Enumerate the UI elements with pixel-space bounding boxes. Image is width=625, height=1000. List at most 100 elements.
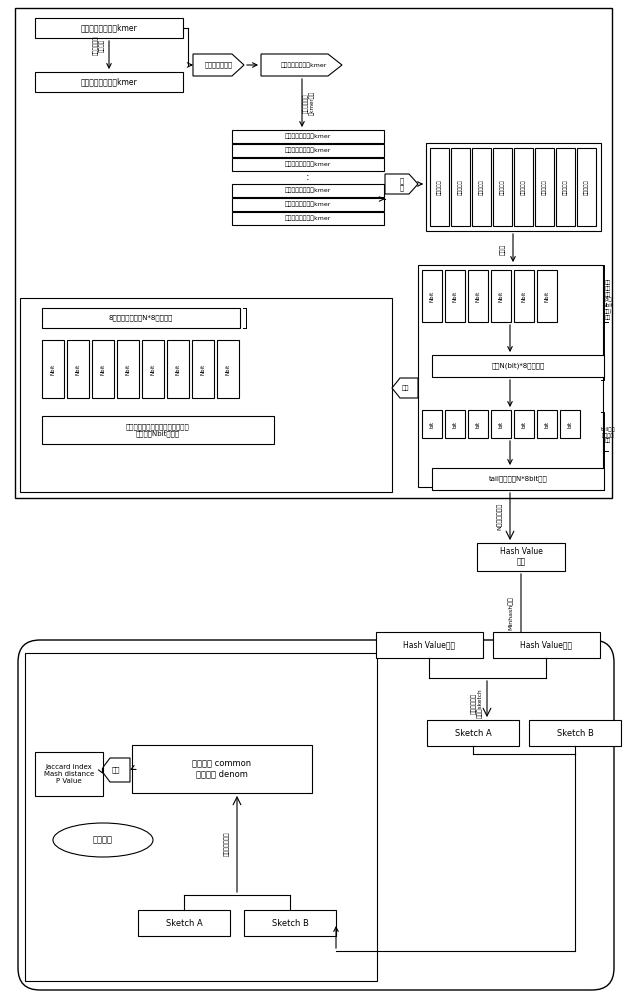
Text: 整数字符值: 整数字符值 [500,179,505,195]
Text: Sketch A: Sketch A [454,728,491,738]
Text: Nbit: Nbit [499,290,504,302]
FancyBboxPatch shape [42,308,240,328]
Text: bit: bit [452,420,458,428]
FancyBboxPatch shape [432,468,604,490]
Text: 整体字符值较小的kmer: 整体字符值较小的kmer [285,162,331,167]
Text: 比较结果手工集: 比较结果手工集 [224,832,230,856]
Text: Nbit: Nbit [176,363,181,375]
Text: 整数字符值: 整数字符值 [563,179,568,195]
FancyBboxPatch shape [35,752,103,796]
Text: Sketch A: Sketch A [166,918,202,928]
Text: 整体字符值较小的kmer: 整体字符值较小的kmer [281,62,328,68]
Text: Nbit: Nbit [76,363,81,375]
FancyBboxPatch shape [244,910,336,936]
FancyBboxPatch shape [232,158,384,171]
FancyBboxPatch shape [472,148,491,226]
Text: 二进制编码比较: 二进制编码比较 [205,62,232,68]
FancyBboxPatch shape [25,653,377,981]
FancyBboxPatch shape [18,640,614,990]
FancyBboxPatch shape [514,148,533,226]
Text: Nbit: Nbit [51,363,56,375]
FancyBboxPatch shape [422,410,442,438]
Text: :: : [306,172,310,182]
FancyBboxPatch shape [376,632,483,658]
FancyBboxPatch shape [20,298,392,492]
Text: tail部分
矢向量化
处理: tail部分 矢向量化 处理 [601,427,615,443]
FancyBboxPatch shape [138,910,230,936]
Text: bit: bit [521,420,526,428]
FancyBboxPatch shape [418,265,603,487]
Text: 整数字符值: 整数字符值 [479,179,484,195]
Text: bit: bit [544,420,549,428]
FancyBboxPatch shape [432,355,604,377]
FancyBboxPatch shape [117,340,139,398]
FancyBboxPatch shape [493,632,600,658]
Text: N次循环后合并: N次循环后合并 [498,502,502,530]
Text: Nbit: Nbit [476,290,481,302]
FancyBboxPatch shape [142,340,164,398]
Text: Nbit: Nbit [226,363,231,375]
Text: Nbit: Nbit [201,363,206,375]
Polygon shape [101,758,130,782]
Text: bit: bit [476,420,481,428]
FancyBboxPatch shape [535,148,554,226]
Text: 交集大小 common
并集大小 denom: 交集大小 common 并集大小 denom [192,759,251,779]
FancyBboxPatch shape [445,270,465,322]
FancyBboxPatch shape [556,148,575,226]
Text: 整数字符值: 整数字符值 [584,179,589,195]
Text: 整数字符值: 整数字符值 [458,179,463,195]
Text: Nbit: Nbit [452,290,458,302]
FancyBboxPatch shape [451,148,470,226]
FancyBboxPatch shape [468,410,488,438]
FancyBboxPatch shape [514,410,534,438]
FancyBboxPatch shape [232,198,384,211]
Text: Nbit: Nbit [521,290,526,302]
Text: tail部分组成N*8bit向量: tail部分组成N*8bit向量 [489,476,548,482]
Text: 使用导入参数
初始化sketch: 使用导入参数 初始化sketch [471,688,483,718]
FancyBboxPatch shape [430,148,449,226]
Text: 输出: 输出 [402,385,409,391]
Text: 计算: 计算 [112,767,121,773]
Polygon shape [193,54,244,76]
Ellipse shape [53,823,153,857]
Text: 整体字符值较小的kmer: 整体字符值较小的kmer [285,202,331,207]
Polygon shape [261,54,342,76]
Text: Nbit: Nbit [126,363,131,375]
Text: 组成N(bit)*8位的向量: 组成N(bit)*8位的向量 [491,363,544,369]
Text: 整体字符值较小的kmer: 整体字符值较小的kmer [285,148,331,153]
FancyBboxPatch shape [493,148,512,226]
FancyBboxPatch shape [468,270,488,322]
Text: bit: bit [499,420,504,428]
Text: 整数字符值: 整数字符值 [437,179,442,195]
FancyBboxPatch shape [167,340,189,398]
Text: 向量化算法一次性计算八个数据，
获得各个Nbit哈希值: 向量化算法一次性计算八个数据， 获得各个Nbit哈希值 [126,423,190,437]
Polygon shape [392,378,418,398]
FancyBboxPatch shape [67,340,89,398]
Text: Nbit: Nbit [151,363,156,375]
Text: Jaccard index
Mash distance
P Value: Jaccard index Mash distance P Value [44,764,94,784]
Text: Minhash处理: Minhash处理 [508,596,514,630]
FancyBboxPatch shape [92,340,114,398]
Text: 矩
阵: 矩 阵 [399,177,403,191]
Text: Hash Value列表: Hash Value列表 [404,641,456,650]
Text: 对应反向互补
链的生成: 对应反向互补 链的生成 [93,35,105,55]
Text: Nbit: Nbit [429,290,434,302]
FancyBboxPatch shape [232,130,384,143]
Text: 滑动窗口得到一个kmer: 滑动窗口得到一个kmer [81,23,138,32]
Text: Hash Value
列表: Hash Value 列表 [499,547,542,567]
Text: Sketch B: Sketch B [271,918,309,928]
FancyBboxPatch shape [491,410,511,438]
Text: Nbit: Nbit [101,363,106,375]
Text: bit: bit [568,420,572,428]
FancyBboxPatch shape [560,410,580,438]
Text: Nbit: Nbit [544,290,549,302]
FancyBboxPatch shape [15,8,612,498]
FancyBboxPatch shape [422,270,442,322]
Text: 对应反向互补链的kmer: 对应反向互补链的kmer [81,78,138,87]
FancyBboxPatch shape [132,745,312,793]
FancyBboxPatch shape [232,144,384,157]
Text: 以向
量为
单位
(8个
Nbit
一起)
设置: 以向 量为 单位 (8个 Nbit 一起) 设置 [602,280,614,320]
FancyBboxPatch shape [427,720,519,746]
Text: 8个结果始终组成N*8位的向量: 8个结果始终组成N*8位的向量 [109,315,173,321]
Polygon shape [385,174,418,194]
